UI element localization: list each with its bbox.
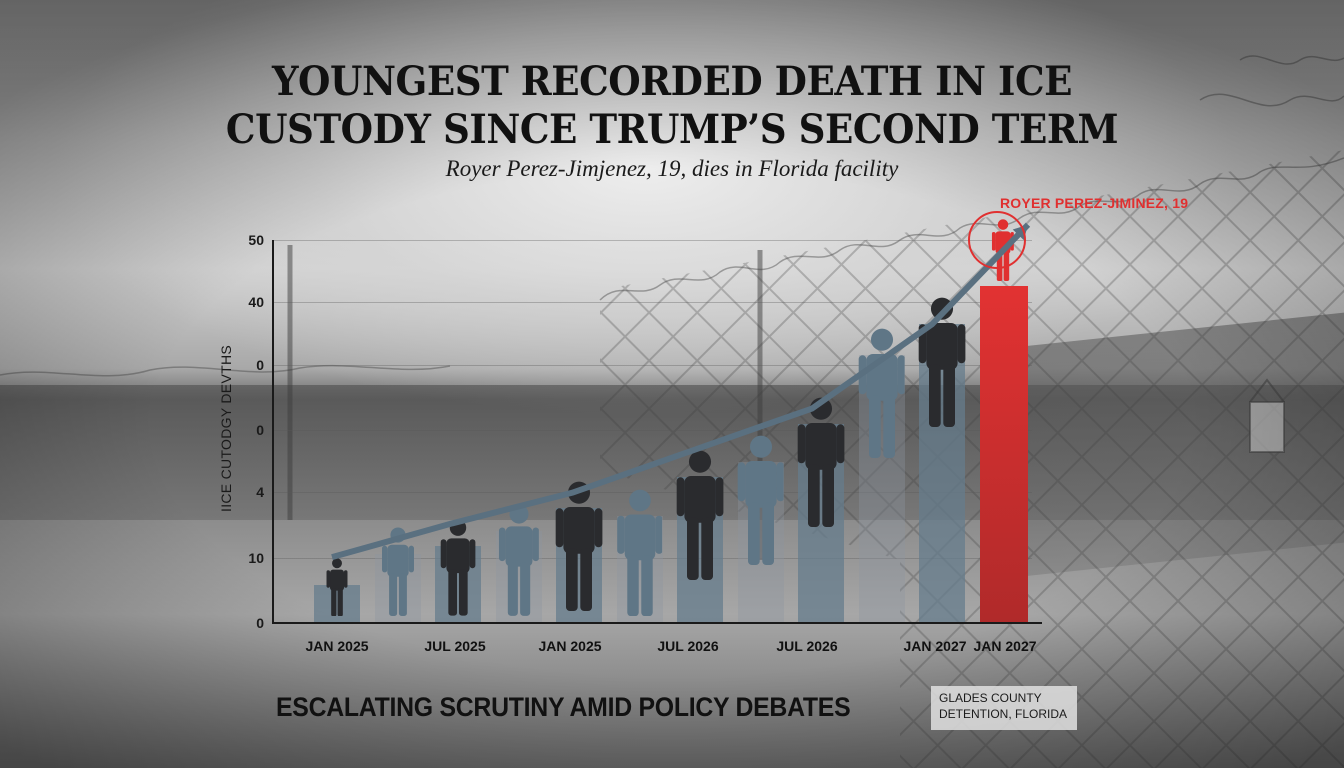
gridline [272,302,1032,303]
location-line-1: GLADES COUNTY [939,691,1042,705]
person-icon [797,397,845,532]
x-axis [272,622,1042,624]
bar-chart: 50 40 0 0 4 10 0 [248,219,1042,631]
location-line-2: DETENTION, FLORIDA [939,707,1068,721]
y-tick-label: 10 [248,550,264,566]
gridline [272,240,1032,241]
x-tick-label: JAN 2025 [538,638,602,654]
person-icon [381,527,414,621]
person-icon [440,519,476,621]
gridline [272,492,1032,493]
highlighted-bar [979,285,1028,623]
person-icon [555,481,603,616]
person-icon [676,450,724,585]
x-tick-label: JUL 2025 [424,638,486,654]
headline-line-1: YOUNGEST RECORDED DEATH IN ICE [271,58,1073,105]
highlight-label: ROYER PEREZ-JIMINEZ, 19 [1000,195,1189,211]
x-tick-label: JUL 2026 [776,638,838,654]
subtitle: Royer Perez-Jimjenez, 19, dies in Florid… [445,156,899,181]
y-tick-label: 4 [256,484,264,500]
y-tick-label: 50 [248,232,264,248]
y-tick-label: 0 [256,615,264,631]
footer-title: ESCALATING SCRUTINY AMID POLICY DEBATES [276,692,851,722]
y-tick-label: 0 [256,357,264,373]
person-icon [498,504,539,621]
y-axis [272,240,274,624]
x-tick-label: JAN 2025 [305,638,369,654]
person-icon [918,297,966,432]
headline-line-2: CUSTODY SINCE TRUMP’S SECOND TERM [225,106,1119,153]
person-icon [326,557,348,621]
y-tick-label: 0 [256,422,264,438]
person-icon [616,489,663,621]
person-icon [737,435,784,570]
location-box: GLADES COUNTY DETENTION, FLORIDA [931,686,1077,730]
x-tick-label: JUL 2026 [657,638,719,654]
gridline [272,365,1032,366]
chart-bar [314,584,360,623]
person-icon [858,328,905,463]
chart-bar [919,324,965,623]
trend-arrow-icon [331,222,1031,561]
y-tick-label: 40 [248,294,264,310]
headline: YOUNGEST RECORDED DEATH IN ICE CUSTODY S… [47,58,1297,154]
x-tick-label: JAN 2027 [973,638,1037,654]
x-tick-label: JAN 2027 [903,638,967,654]
highlight-ring-icon [968,211,1026,269]
gridline [272,430,1032,431]
